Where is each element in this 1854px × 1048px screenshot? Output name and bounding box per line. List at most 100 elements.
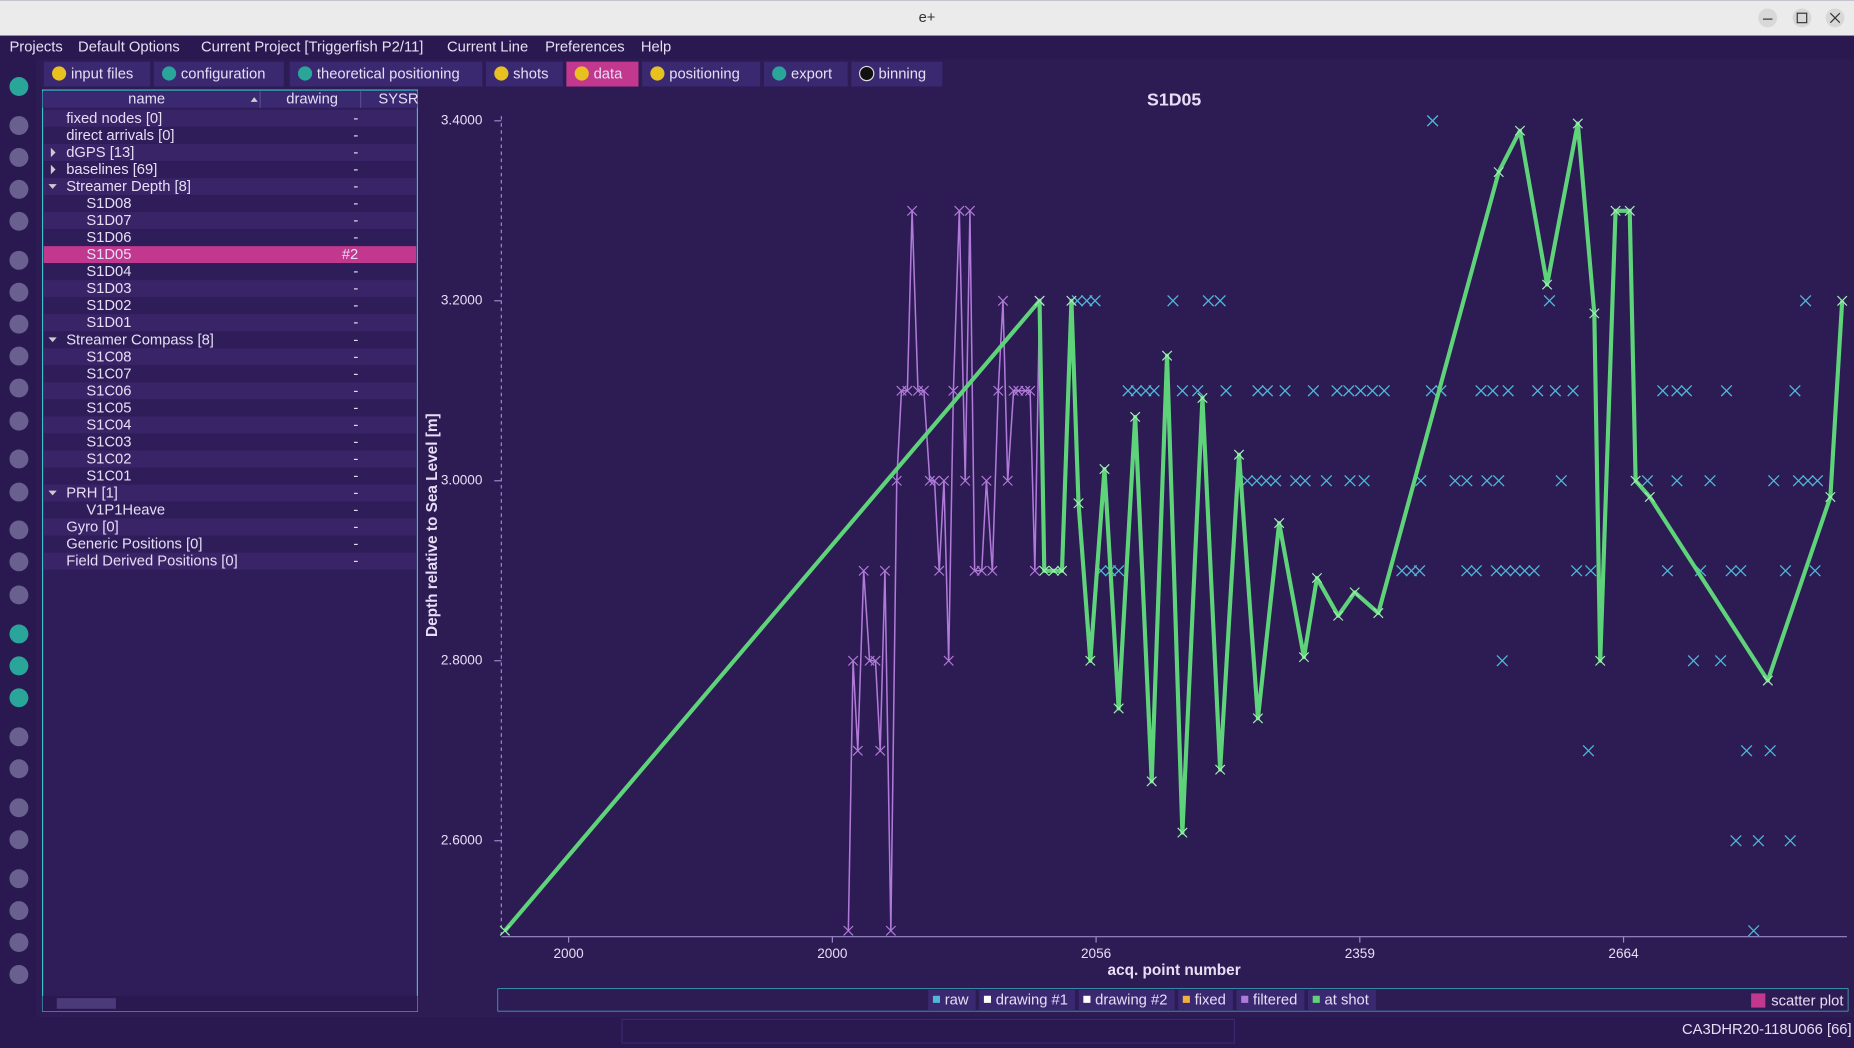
tree-row[interactable] [43, 297, 417, 315]
tree-row-drawing[interactable]: - [353, 196, 358, 212]
toolbar-icon[interactable] [9, 552, 29, 572]
tree-row-name[interactable]: S1D03 [86, 281, 131, 297]
toolbar-icon[interactable] [9, 585, 29, 605]
tree-row-name[interactable]: S1C05 [86, 400, 131, 416]
tree-row-drawing[interactable]: #2 [342, 247, 358, 263]
tree-row-drawing[interactable]: - [353, 503, 358, 519]
toolbar-icon[interactable] [9, 411, 29, 431]
legend-item[interactable] [928, 989, 976, 1010]
tree-row[interactable] [43, 331, 417, 349]
tree-row[interactable] [43, 450, 417, 468]
tree-row-drawing[interactable]: - [353, 486, 358, 502]
toolbar-icon[interactable] [9, 179, 29, 199]
tree-scrollbar[interactable] [42, 995, 418, 1012]
tree-row-name[interactable]: S1D05 [86, 247, 131, 263]
tab[interactable] [289, 61, 483, 87]
tree-row[interactable] [43, 467, 417, 485]
tree-row[interactable] [43, 178, 417, 196]
legend-item[interactable] [1307, 989, 1376, 1010]
tree-row-drawing[interactable]: - [353, 213, 358, 229]
toolbar-icon[interactable] [9, 798, 29, 818]
tree-row-name[interactable]: S1D07 [86, 213, 131, 229]
toolbar-icon[interactable] [9, 727, 29, 747]
tree-row[interactable] [43, 263, 417, 281]
menu-item[interactable]: Help [641, 39, 671, 55]
tree-row-name[interactable]: direct arrivals [0] [66, 128, 174, 144]
tree-row-name[interactable]: S1C07 [86, 366, 131, 382]
menu-item[interactable]: Current Project [Triggerfish P2/11] [201, 39, 423, 55]
tree-row-name[interactable]: S1C03 [86, 434, 131, 450]
toolbar-icon[interactable] [9, 656, 29, 676]
legend-label[interactable]: raw [945, 992, 969, 1008]
toolbar-icon[interactable] [9, 77, 29, 96]
legend-label[interactable]: filtered [1253, 992, 1297, 1008]
toolbar-icon[interactable] [9, 449, 29, 469]
tree-row-name[interactable]: S1D08 [86, 196, 131, 212]
tree-row-drawing[interactable]: - [353, 298, 358, 314]
tree-row-drawing[interactable]: - [353, 468, 358, 484]
scatter-toggle-swatch[interactable] [1751, 993, 1766, 1008]
column-header[interactable]: drawing [286, 91, 338, 107]
tree-row-drawing[interactable]: - [353, 315, 358, 331]
menu-item[interactable]: Default Options [78, 39, 180, 55]
tree-row-name[interactable]: S1D01 [86, 315, 131, 331]
tab-label[interactable]: positioning [669, 67, 740, 83]
toolbar-icon[interactable] [9, 869, 29, 889]
legend-label[interactable]: drawing #1 [996, 992, 1068, 1008]
scatter-toggle-label[interactable]: scatter plot [1771, 994, 1843, 1010]
tree-row-name[interactable]: V1P1Heave [86, 503, 165, 519]
toolbar-icon[interactable] [9, 378, 29, 398]
tree-row[interactable] [43, 433, 417, 451]
window-controls[interactable] [1758, 8, 1845, 28]
tree-row[interactable] [43, 382, 417, 400]
legend-label[interactable]: at shot [1325, 992, 1369, 1008]
tree-row-name[interactable]: S1C02 [86, 451, 131, 467]
tree-row-drawing[interactable]: - [353, 264, 358, 280]
tree-row-drawing[interactable]: - [353, 400, 358, 416]
tree-row-drawing[interactable]: - [353, 383, 358, 399]
toolbar-icon[interactable] [9, 830, 29, 850]
tree-expander[interactable] [48, 490, 57, 496]
tree-row[interactable] [43, 399, 417, 417]
menu-item[interactable]: Current Line [447, 39, 528, 55]
tree-row-drawing[interactable]: - [353, 537, 358, 553]
tree-row-name[interactable]: S1D02 [86, 298, 131, 314]
tree-row[interactable] [43, 195, 417, 213]
tree-row-drawing[interactable]: - [353, 128, 358, 144]
tree-row-drawing[interactable]: - [353, 162, 358, 178]
tree-row-name[interactable]: dGPS [13] [66, 145, 134, 161]
toolbar-icon[interactable] [9, 688, 29, 708]
tree-row[interactable] [43, 484, 417, 502]
tree-row-name[interactable]: PRH [1] [66, 486, 118, 502]
tree-row-drawing[interactable]: - [353, 332, 358, 348]
toolbar-icon[interactable] [9, 759, 29, 779]
tree-row-drawing[interactable]: - [353, 111, 358, 127]
toolbar-icon[interactable] [9, 147, 29, 167]
tree-row[interactable] [43, 229, 417, 247]
toolbar-icon[interactable] [9, 520, 29, 540]
toolbar-icon[interactable] [9, 482, 29, 502]
tab-label[interactable]: binning [879, 67, 927, 83]
tab-label[interactable]: input files [71, 67, 133, 83]
tree-row-drawing[interactable]: - [353, 349, 358, 365]
tree-row-name[interactable]: S1C06 [86, 383, 131, 399]
tree-row-drawing[interactable]: - [353, 434, 358, 450]
toolbar-icon[interactable] [9, 933, 29, 953]
tree-row[interactable] [43, 416, 417, 434]
tree-expander[interactable] [50, 147, 56, 158]
toolbar-icon[interactable] [9, 624, 29, 644]
menu-item[interactable]: Preferences [545, 39, 625, 55]
legend-item[interactable] [1178, 989, 1233, 1010]
tree-row[interactable] [43, 348, 417, 366]
tree-row-name[interactable]: Field Derived Positions [0] [66, 554, 238, 570]
tree-row-name[interactable]: Generic Positions [0] [66, 537, 202, 553]
tree-row-drawing[interactable]: - [353, 554, 358, 570]
tree-expander[interactable] [50, 164, 56, 175]
toolbar-icon[interactable] [9, 282, 29, 302]
toolbar-icon[interactable] [9, 965, 29, 984]
tree-row-name[interactable]: Gyro [0] [66, 520, 119, 536]
tree-row-name[interactable]: S1D04 [86, 264, 131, 280]
tree-row-drawing[interactable]: - [353, 179, 358, 195]
tab-label[interactable]: data [594, 67, 624, 83]
tree-row-name[interactable]: fixed nodes [0] [66, 111, 162, 127]
